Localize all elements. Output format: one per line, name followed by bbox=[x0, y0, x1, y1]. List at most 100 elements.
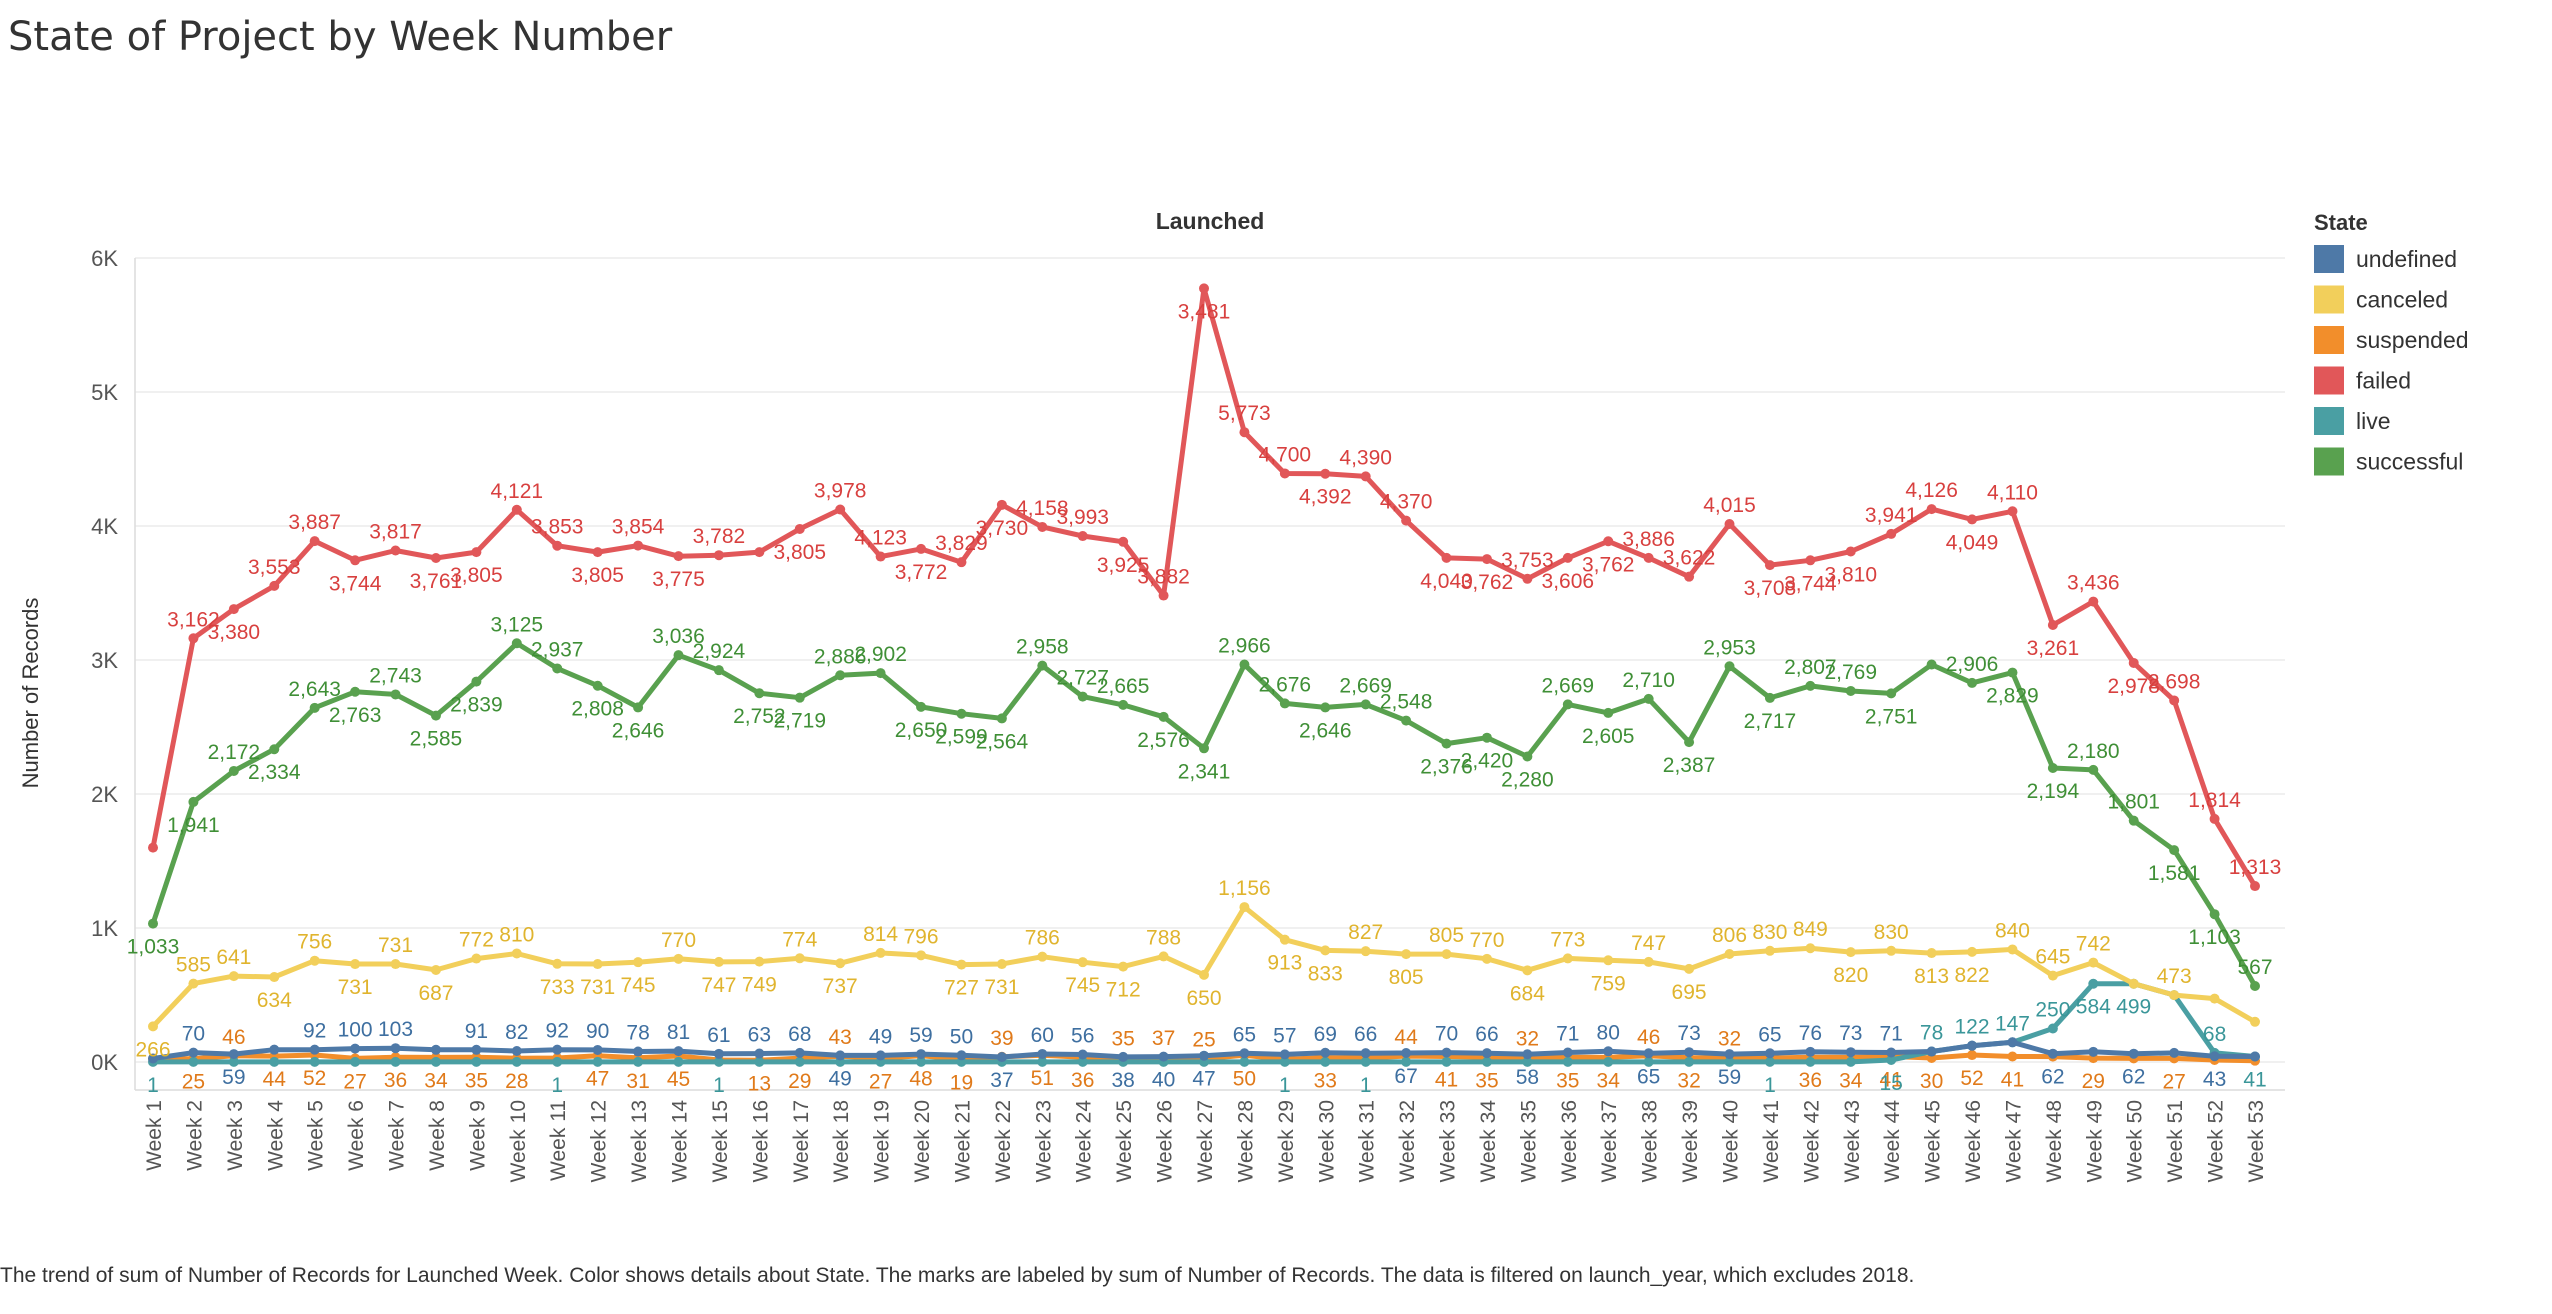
point-failed bbox=[1239, 427, 1250, 438]
x-tick-label: Week 4 bbox=[264, 1100, 287, 1171]
point-failed bbox=[1481, 554, 1492, 565]
data-label-undefined: 91 bbox=[465, 1020, 488, 1043]
point-undefined bbox=[1764, 1048, 1775, 1059]
data-label-suspended: 37 bbox=[1152, 1027, 1175, 1050]
point-canceled bbox=[511, 948, 522, 959]
point-suspended bbox=[1967, 1050, 1978, 1061]
point-canceled bbox=[1522, 965, 1533, 976]
x-tick-label: Week 15 bbox=[709, 1100, 732, 1183]
data-label-failed: 3,622 bbox=[1663, 547, 1716, 570]
x-tick-label: Week 21 bbox=[951, 1100, 974, 1183]
data-label-canceled: 830 bbox=[1752, 921, 1787, 944]
point-undefined bbox=[1886, 1047, 1897, 1058]
data-label-undefined: 37 bbox=[990, 1069, 1013, 1092]
data-label-successful: 1,033 bbox=[127, 936, 180, 959]
data-label-undefined: 43 bbox=[2203, 1068, 2226, 1091]
data-label-suspended: 30 bbox=[1920, 1070, 1943, 1093]
data-label-undefined: 49 bbox=[869, 1025, 892, 1048]
x-tick-label: Week 6 bbox=[345, 1100, 368, 1171]
x-tick-label: Week 31 bbox=[1356, 1100, 1379, 1183]
point-failed bbox=[1886, 528, 1897, 539]
point-undefined bbox=[754, 1048, 765, 1059]
point-canceled bbox=[2209, 993, 2220, 1004]
data-label-suspended: 41 bbox=[1435, 1069, 1458, 1092]
data-label-successful: 2,751 bbox=[1865, 705, 1918, 728]
data-label-canceled: 266 bbox=[135, 1038, 170, 1061]
data-label-live: 584 bbox=[2076, 996, 2111, 1019]
point-live bbox=[269, 1056, 280, 1067]
point-failed bbox=[2007, 506, 2018, 517]
point-successful bbox=[2128, 815, 2139, 826]
data-label-undefined: 66 bbox=[1475, 1023, 1498, 1046]
point-failed bbox=[673, 551, 684, 562]
point-undefined bbox=[309, 1044, 320, 1055]
point-live bbox=[1077, 1056, 1088, 1067]
x-tick-label: Week 49 bbox=[2083, 1100, 2106, 1183]
data-label-successful: 2,966 bbox=[1218, 635, 1271, 658]
point-canceled bbox=[2088, 957, 2099, 968]
point-canceled bbox=[1199, 969, 1209, 980]
data-label-canceled: 733 bbox=[540, 976, 575, 999]
data-label-failed: 4,015 bbox=[1703, 494, 1756, 517]
data-label-canceled: 737 bbox=[823, 975, 858, 998]
data-label-suspended: 52 bbox=[303, 1067, 326, 1090]
point-failed bbox=[269, 580, 280, 591]
y-tick-label: 0K bbox=[91, 1050, 118, 1075]
data-label-live: 78 bbox=[1920, 1022, 1943, 1045]
data-label-suspended: 35 bbox=[1475, 1069, 1498, 1092]
point-canceled bbox=[1805, 943, 1816, 954]
series-lines bbox=[148, 283, 2260, 1067]
point-undefined bbox=[2250, 1051, 2260, 1062]
point-successful bbox=[996, 713, 1007, 724]
point-canceled bbox=[1603, 955, 1614, 966]
point-live bbox=[188, 1056, 199, 1067]
point-failed bbox=[633, 540, 644, 551]
data-label-undefined: 56 bbox=[1071, 1024, 1094, 1047]
data-label-canceled: 772 bbox=[459, 929, 494, 952]
y-axis: 0K 1K 2K 3K 4K 5K 6K bbox=[91, 246, 118, 1075]
point-failed bbox=[916, 543, 927, 554]
data-label-suspended: 25 bbox=[182, 1071, 205, 1094]
point-successful bbox=[592, 680, 603, 691]
point-canceled bbox=[2047, 970, 2058, 981]
x-tick-label: Week 24 bbox=[1073, 1100, 1096, 1183]
data-label-canceled: 727 bbox=[944, 977, 979, 1000]
point-successful bbox=[1279, 698, 1290, 709]
y-tick-label: 3K bbox=[91, 648, 118, 673]
point-live bbox=[2088, 978, 2099, 989]
data-label-successful: 2,646 bbox=[1299, 719, 1352, 742]
x-tick-label: Week 47 bbox=[2002, 1100, 2025, 1183]
x-tick-label: Week 1 bbox=[143, 1100, 166, 1171]
legend-label-live: live bbox=[2356, 408, 2391, 434]
data-label-canceled: 687 bbox=[418, 982, 453, 1005]
data-label-successful: 3,036 bbox=[652, 625, 705, 648]
point-failed bbox=[552, 540, 563, 551]
data-label-suspended: 46 bbox=[1637, 1026, 1660, 1049]
point-live bbox=[633, 1056, 644, 1067]
legend-swatch-live bbox=[2314, 407, 2344, 435]
page-title: State of Project by Week Number bbox=[8, 14, 673, 60]
data-label-undefined: 60 bbox=[1031, 1024, 1054, 1047]
point-failed bbox=[956, 557, 967, 568]
data-label-suspended: 28 bbox=[505, 1070, 528, 1093]
point-failed bbox=[1845, 546, 1856, 557]
data-label-undefined: 70 bbox=[1435, 1023, 1458, 1046]
data-label-successful: 2,669 bbox=[1339, 674, 1392, 697]
point-failed bbox=[1158, 590, 1169, 601]
data-label-undefined: 78 bbox=[626, 1022, 649, 1045]
point-failed bbox=[1562, 552, 1573, 563]
data-label-canceled: 840 bbox=[1995, 919, 2030, 942]
point-canceled bbox=[1764, 945, 1775, 956]
point-undefined bbox=[148, 1053, 158, 1064]
x-tick-label: Week 39 bbox=[1679, 1100, 1702, 1183]
point-failed bbox=[1360, 471, 1371, 482]
data-label-failed: 3,553 bbox=[248, 556, 301, 579]
data-label-successful: 2,646 bbox=[612, 719, 665, 742]
data-label-canceled: 770 bbox=[661, 929, 696, 952]
data-label-successful: 2,676 bbox=[1259, 673, 1312, 696]
point-undefined bbox=[1603, 1046, 1614, 1057]
data-label-successful: 2,807 bbox=[1784, 656, 1837, 679]
data-label-live: 1 bbox=[147, 1074, 159, 1097]
x-tick-label: Week 43 bbox=[1841, 1100, 1864, 1183]
point-successful bbox=[1037, 660, 1048, 671]
